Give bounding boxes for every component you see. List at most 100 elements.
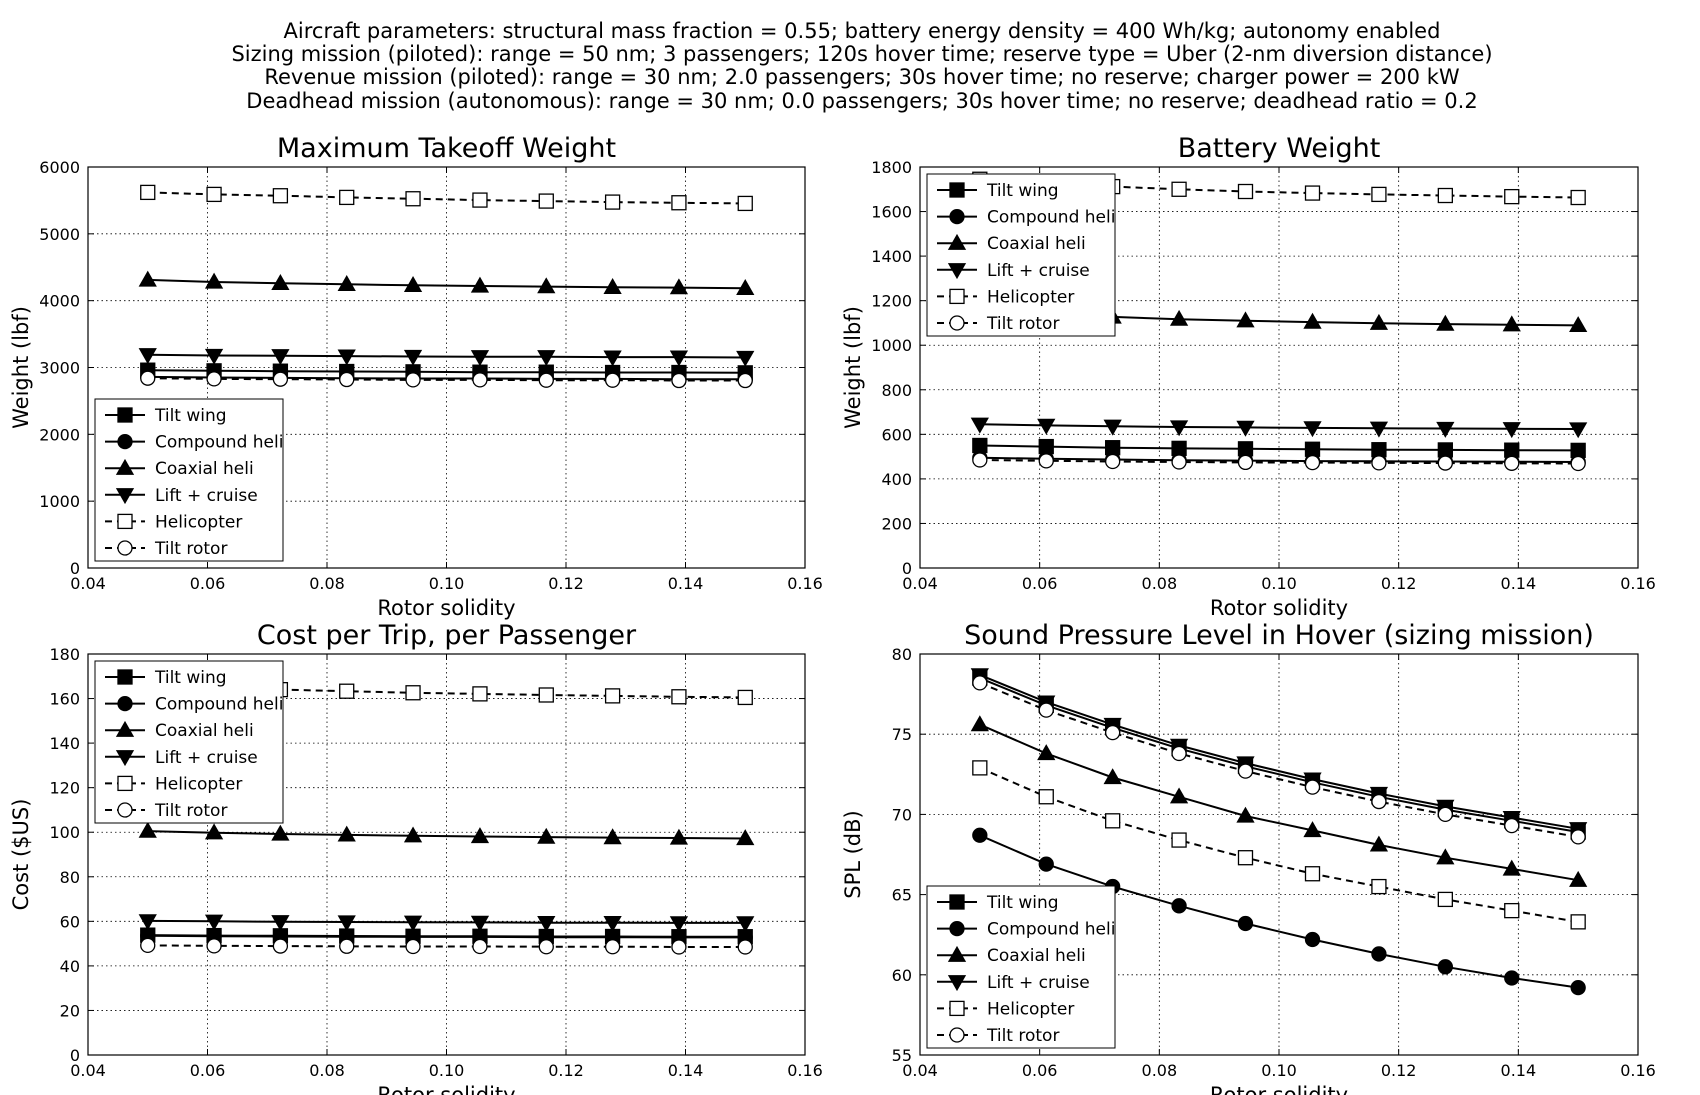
data-point (1236, 420, 1255, 437)
data-point (737, 195, 753, 212)
data-point (671, 939, 687, 955)
legend-label: Tilt wing (154, 406, 227, 426)
data-point (337, 274, 356, 291)
data-point (403, 275, 423, 292)
data-point (1437, 455, 1453, 471)
x-tick-label: 0.06 (190, 574, 226, 593)
tick-labels: 0.04 0.06 0.08 0.10 0.12 0.14 0.16 0 200 400 600 80… (871, 158, 1656, 593)
legend-marker (117, 540, 133, 556)
data-point (271, 349, 290, 366)
x-axis-label: Rotor solidity (377, 596, 515, 620)
data-point (1504, 455, 1520, 471)
data-point (970, 417, 989, 434)
y-tick-label: 160 (49, 690, 80, 709)
x-tick-label: 0.14 (1501, 574, 1537, 593)
data-point (339, 371, 355, 388)
x-tick-label: 0.10 (429, 574, 465, 593)
y-tick-label: 80 (60, 868, 80, 887)
data-point (405, 685, 421, 701)
data-point (1037, 744, 1056, 761)
y-tick-label: 3000 (39, 359, 80, 378)
y-tick-label: 1000 (39, 492, 80, 511)
data-point (470, 276, 490, 293)
series-line (979, 766, 1579, 923)
series-line (979, 681, 1579, 838)
series-line (147, 369, 746, 374)
data-point (1169, 787, 1189, 804)
data-point (337, 825, 356, 842)
axes-frame (87, 166, 806, 569)
x-tick-label: 0.04 (902, 574, 938, 593)
series-group (138, 184, 755, 389)
data-point (736, 350, 755, 367)
data-point (403, 826, 423, 843)
data-point (1037, 418, 1056, 435)
data-point (1437, 187, 1453, 204)
series-line (147, 919, 746, 924)
y-tick-label: 1000 (871, 336, 912, 355)
data-point (1304, 454, 1321, 471)
data-point (1304, 185, 1321, 201)
data-point (537, 277, 556, 294)
x-tick-label: 0.16 (787, 574, 823, 593)
data-point (272, 371, 289, 387)
legend-label: Lift + cruise (987, 261, 1090, 281)
x-tick-label: 0.06 (190, 1061, 226, 1080)
data-point (1369, 313, 1389, 330)
data-point (1103, 419, 1122, 436)
chart-title: Maximum Takeoff Weight (277, 133, 616, 164)
figure-suptitle: Aircraft parameters: structural mass fra… (231, 19, 1492, 113)
data-point (537, 350, 556, 367)
series-lift-cruise (138, 914, 755, 933)
legend-label: Helicopter (987, 287, 1074, 307)
legend-marker (115, 458, 135, 475)
data-point (472, 938, 488, 955)
data-point (1371, 793, 1387, 810)
legend-label: Lift + cruise (155, 486, 258, 506)
legend-marker (949, 182, 965, 198)
legend-marker (115, 488, 135, 505)
gridlines (88, 654, 805, 1055)
data-point (604, 688, 621, 704)
tick-labels: 0.04 0.06 0.08 0.10 0.12 0.14 0.16 55 60 65 70 75 80 (892, 645, 1656, 1080)
data-point (669, 916, 689, 933)
data-point (204, 272, 224, 289)
legend-label: Coaxial heli (987, 946, 1086, 966)
data-point (1237, 915, 1254, 932)
series-lift-cruise (970, 417, 1588, 439)
data-point (671, 195, 687, 211)
data-point (737, 689, 753, 706)
data-point (972, 675, 988, 691)
series-line (147, 278, 746, 290)
data-point (1436, 314, 1455, 331)
y-tick-label: 1400 (871, 247, 912, 266)
data-point (1371, 946, 1387, 962)
series-tilt-rotor (140, 370, 753, 389)
legend-label: Helicopter (987, 999, 1074, 1019)
series-compound-heli (972, 827, 1586, 996)
x-tick-label: 0.08 (1142, 574, 1178, 593)
y-tick-label: 60 (892, 966, 912, 985)
series-line (979, 677, 1579, 833)
data-point (1502, 422, 1521, 439)
data-point (1569, 870, 1588, 887)
x-tick-label: 0.16 (787, 1061, 823, 1080)
legend-item: Helicopter (937, 999, 1074, 1019)
legend: Tilt wing Compound heli Coaxial heli Lift +… (926, 885, 1116, 1049)
legend-marker (949, 894, 965, 910)
series-helicopter (140, 184, 753, 212)
data-point (1303, 821, 1322, 838)
data-point (204, 348, 224, 365)
axes-frame (919, 166, 1639, 569)
data-point (737, 939, 753, 955)
data-point (140, 937, 156, 954)
legend-marker (947, 945, 967, 962)
data-point (271, 915, 290, 932)
data-point (140, 370, 156, 386)
y-tick-label: 100 (49, 823, 80, 842)
y-tick-label: 65 (892, 886, 912, 905)
data-point (603, 828, 622, 845)
y-axis-label: Cost ($US) (9, 799, 33, 911)
data-point (1303, 421, 1322, 438)
legend-label: Helicopter (155, 512, 242, 532)
